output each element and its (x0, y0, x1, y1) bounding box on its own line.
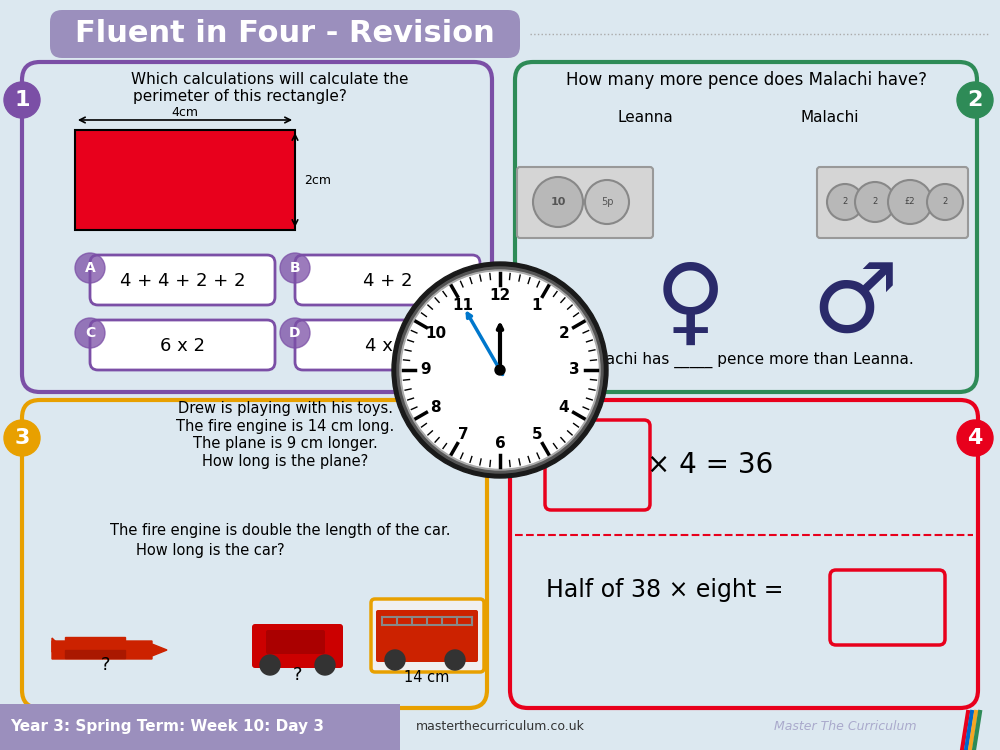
Text: 4 + 2: 4 + 2 (363, 272, 413, 290)
Text: Fluent in Four - Revision: Fluent in Four - Revision (75, 20, 495, 49)
Text: 2cm: 2cm (304, 173, 332, 187)
Text: 4: 4 (967, 428, 983, 448)
Text: 5: 5 (532, 427, 542, 442)
Text: 4cm: 4cm (172, 106, 198, 119)
Circle shape (4, 420, 40, 456)
Text: 4 + 4 + 2 + 2: 4 + 4 + 2 + 2 (120, 272, 246, 290)
Text: 6 x 2: 6 x 2 (160, 337, 206, 355)
Text: 4: 4 (559, 400, 569, 415)
Circle shape (260, 655, 280, 675)
Text: 2: 2 (967, 90, 983, 110)
Text: Which calculations will calculate the: Which calculations will calculate the (131, 73, 409, 88)
FancyArrow shape (52, 641, 167, 659)
Circle shape (855, 182, 895, 222)
Text: How many more pence does Malachi have?: How many more pence does Malachi have? (566, 71, 926, 89)
Circle shape (495, 365, 505, 375)
Text: 7: 7 (458, 427, 468, 442)
Text: B: B (290, 261, 300, 275)
Text: Master The Curriculum: Master The Curriculum (774, 719, 916, 733)
Text: 11: 11 (452, 298, 474, 314)
Text: 2: 2 (559, 326, 569, 340)
FancyBboxPatch shape (376, 610, 478, 662)
Circle shape (957, 420, 993, 456)
FancyBboxPatch shape (50, 10, 520, 58)
Circle shape (280, 253, 310, 283)
FancyBboxPatch shape (545, 420, 650, 510)
Text: D: D (289, 326, 301, 340)
Circle shape (75, 253, 105, 283)
Text: Leanna: Leanna (617, 110, 673, 125)
Polygon shape (52, 638, 62, 652)
Text: ?: ? (292, 666, 302, 684)
Circle shape (315, 655, 335, 675)
Bar (65, 637, 125, 645)
Text: 1: 1 (14, 90, 30, 110)
Text: × 4 = 36: × 4 = 36 (647, 451, 773, 479)
Text: £2: £2 (905, 197, 915, 206)
Text: A: A (85, 261, 95, 275)
Text: perimeter of this rectangle?: perimeter of this rectangle? (133, 89, 347, 104)
Text: ♂: ♂ (811, 260, 899, 353)
Text: 9: 9 (421, 362, 431, 377)
Text: ♀: ♀ (654, 260, 726, 353)
FancyBboxPatch shape (817, 167, 968, 238)
Text: 5p: 5p (601, 197, 613, 207)
Text: 12: 12 (489, 289, 511, 304)
Text: ?: ? (100, 656, 110, 674)
Bar (75, 130, 295, 230)
Text: 2: 2 (872, 197, 878, 206)
Circle shape (888, 180, 932, 224)
Circle shape (533, 177, 583, 227)
FancyBboxPatch shape (295, 255, 480, 305)
FancyBboxPatch shape (252, 624, 343, 668)
Text: 2: 2 (942, 197, 948, 206)
Text: Year 3: Spring Term: Week 10: Day 3: Year 3: Spring Term: Week 10: Day 3 (10, 718, 324, 734)
FancyBboxPatch shape (515, 62, 977, 392)
Text: The fire engine is double the length of the car.: The fire engine is double the length of … (110, 523, 450, 538)
FancyBboxPatch shape (266, 630, 325, 654)
Text: 8: 8 (431, 400, 441, 415)
Circle shape (827, 184, 863, 220)
FancyBboxPatch shape (22, 400, 487, 708)
Text: 3: 3 (569, 362, 579, 377)
FancyBboxPatch shape (371, 599, 484, 672)
FancyBboxPatch shape (510, 400, 978, 708)
Circle shape (280, 318, 310, 348)
Text: 1: 1 (532, 298, 542, 314)
FancyBboxPatch shape (517, 167, 653, 238)
Text: Malachi: Malachi (801, 110, 859, 125)
Bar (0, 704, 400, 750)
Text: masterthecurriculum.co.uk: masterthecurriculum.co.uk (416, 719, 584, 733)
Circle shape (75, 318, 105, 348)
FancyBboxPatch shape (295, 320, 480, 370)
FancyBboxPatch shape (22, 62, 492, 392)
Circle shape (445, 650, 465, 670)
Circle shape (585, 180, 629, 224)
Circle shape (385, 650, 405, 670)
FancyBboxPatch shape (90, 320, 275, 370)
Text: Half of 38 × eight =: Half of 38 × eight = (546, 578, 784, 602)
Circle shape (402, 272, 598, 468)
FancyBboxPatch shape (90, 255, 275, 305)
Text: How long is the car?: How long is the car? (136, 542, 284, 557)
Circle shape (397, 267, 603, 473)
Text: 10: 10 (425, 326, 446, 340)
Circle shape (4, 82, 40, 118)
Text: Malachi has _____ pence more than Leanna.: Malachi has _____ pence more than Leanna… (579, 352, 913, 368)
Circle shape (392, 262, 608, 478)
Circle shape (957, 82, 993, 118)
Text: 3: 3 (14, 428, 30, 448)
FancyBboxPatch shape (830, 570, 945, 645)
Text: Drew is playing with his toys.
The fire engine is 14 cm long.
The plane is 9 cm : Drew is playing with his toys. The fire … (176, 401, 394, 469)
Text: 10: 10 (550, 197, 566, 207)
Text: 2: 2 (842, 197, 848, 206)
Text: 6: 6 (495, 436, 505, 451)
Circle shape (927, 184, 963, 220)
Text: 4 x 2: 4 x 2 (365, 337, 411, 355)
Circle shape (400, 270, 600, 470)
Text: 14 cm: 14 cm (404, 670, 450, 686)
Text: C: C (85, 326, 95, 340)
Bar (65, 650, 125, 658)
